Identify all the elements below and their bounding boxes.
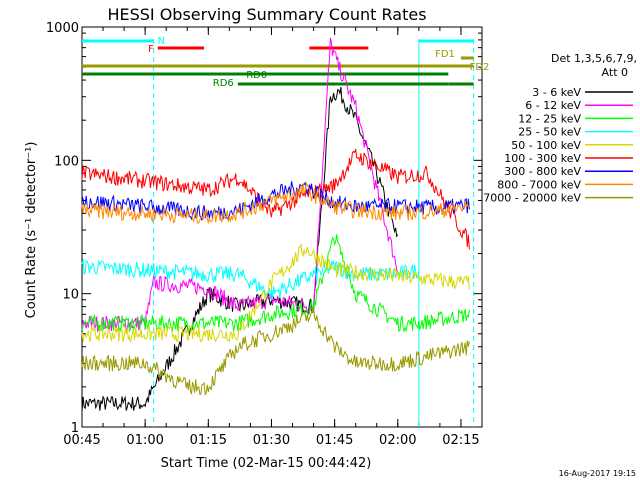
x-tick-label-2: 01:15 bbox=[190, 433, 227, 448]
y-tick-label-2: 100 bbox=[54, 154, 79, 169]
legend-label-0: 3 - 6 keV bbox=[532, 86, 581, 99]
x-tick-label-4: 01:45 bbox=[316, 433, 353, 448]
flag-label-RD6: RD6 bbox=[213, 78, 234, 89]
series-line-2 bbox=[81, 234, 470, 333]
x-tick-label-0: 00:45 bbox=[63, 433, 100, 448]
x-tick-label-5: 02:00 bbox=[379, 433, 416, 448]
series-line-4 bbox=[81, 242, 470, 344]
flag-label-F: F bbox=[148, 44, 154, 55]
legend-label-4: 50 - 100 keV bbox=[511, 139, 581, 152]
y-tick-label-1: 10 bbox=[62, 288, 79, 303]
legend-label-8: 7000 - 20000 keV bbox=[483, 192, 581, 205]
legend-label-3: 25 - 50 keV bbox=[518, 126, 581, 139]
legend-subtitle: Att 0 bbox=[602, 66, 628, 79]
legend-label-1: 6 - 12 keV bbox=[525, 99, 581, 112]
footer-timestamp: 16-Aug-2017 19:15 bbox=[559, 469, 636, 478]
series-line-6 bbox=[81, 181, 470, 221]
flag-label-N: N bbox=[158, 36, 165, 47]
legend-label-5: 100 - 300 keV bbox=[504, 152, 581, 165]
series-line-5 bbox=[81, 149, 470, 250]
flag-label-RD0: RD0 bbox=[246, 70, 267, 81]
x-tick-label-3: 01:30 bbox=[253, 433, 290, 448]
legend-label-6: 300 - 800 keV bbox=[504, 165, 581, 178]
legend-label-2: 12 - 25 keV bbox=[518, 112, 581, 125]
series-line-3 bbox=[81, 259, 420, 300]
y-axis-label: Count Rate (s⁻¹ detector⁻¹) bbox=[24, 142, 39, 319]
series-line-1 bbox=[81, 37, 399, 334]
series-line-0 bbox=[81, 86, 399, 412]
series-line-8 bbox=[81, 307, 470, 397]
legend-title: Det 1,3,5,6,7,9, bbox=[551, 52, 637, 65]
x-tick-label-6: 02:15 bbox=[442, 433, 479, 448]
x-axis-label: Start Time (02-Mar-15 00:44:42) bbox=[161, 456, 372, 471]
series-line-7 bbox=[81, 182, 470, 225]
x-tick-label-1: 01:00 bbox=[126, 433, 163, 448]
flag-label-FD2: FD2 bbox=[470, 62, 490, 73]
plot-frame bbox=[81, 26, 483, 428]
flag-label-FD1: FD1 bbox=[435, 49, 455, 60]
y-tick-label-0: 1 bbox=[71, 421, 79, 436]
chart-title: HESSI Observing Summary Count Rates bbox=[107, 5, 426, 24]
legend-label-7: 800 - 7000 keV bbox=[497, 178, 581, 191]
y-tick-label-3: 1000 bbox=[46, 21, 79, 36]
